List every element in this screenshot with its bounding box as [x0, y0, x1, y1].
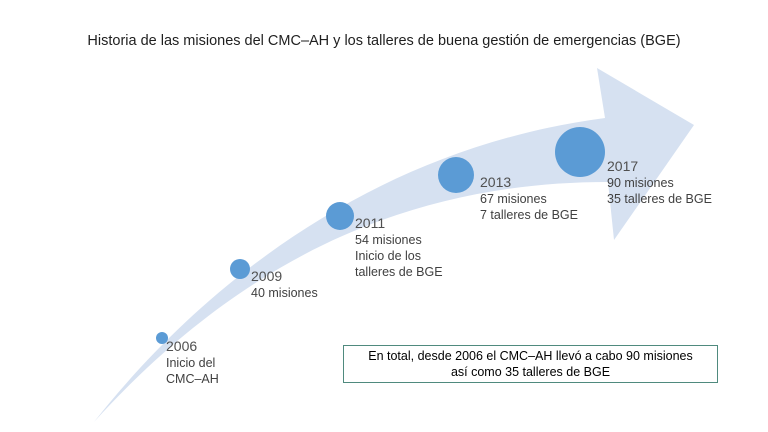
milestone-2006: 2006 Inicio del CMC–AH — [166, 337, 219, 387]
milestone-year: 2017 — [607, 158, 639, 174]
milestone-2009: 2009 40 misiones — [251, 267, 318, 301]
milestone-year: 2009 — [251, 268, 283, 284]
milestone-text: 54 misiones — [355, 233, 422, 247]
milestone-text: 35 talleres de BGE — [607, 192, 712, 206]
milestone-2017: 2017 90 misiones 35 talleres de BGE — [607, 157, 712, 207]
milestone-year: 2006 — [166, 338, 198, 354]
milestone-circle-2013 — [438, 157, 474, 193]
milestone-text: 7 talleres de BGE — [480, 208, 578, 222]
milestone-circle-2009 — [230, 259, 250, 279]
summary-line-2: así como 35 talleres de BGE — [450, 365, 611, 379]
milestone-year: 2011 — [355, 215, 386, 231]
milestone-2011: 2011 54 misiones Inicio de los talleres … — [355, 214, 443, 280]
summary-box: En total, desde 2006 el CMC–AH llevó a c… — [343, 345, 718, 383]
milestone-circle-2017 — [555, 127, 605, 177]
diagram-title: Historia de las misiones del CMC–AH y lo… — [87, 33, 681, 49]
milestone-text: 90 misiones — [607, 176, 674, 190]
summary-line-1: En total, desde 2006 el CMC–AH llevó a c… — [368, 349, 693, 363]
milestone-text: CMC–AH — [166, 372, 219, 386]
milestone-text: 40 misiones — [251, 286, 318, 300]
milestone-2013: 2013 67 misiones 7 talleres de BGE — [480, 173, 578, 223]
milestone-text: Inicio del — [166, 356, 216, 370]
milestone-year: 2013 — [480, 174, 512, 190]
milestone-circle-2011 — [326, 202, 354, 230]
milestone-text: talleres de BGE — [355, 265, 443, 279]
milestone-text: 67 misiones — [480, 192, 547, 206]
timeline-arrow — [94, 68, 694, 422]
milestone-circle-2006 — [156, 332, 168, 344]
milestone-text: Inicio de los — [355, 249, 422, 263]
